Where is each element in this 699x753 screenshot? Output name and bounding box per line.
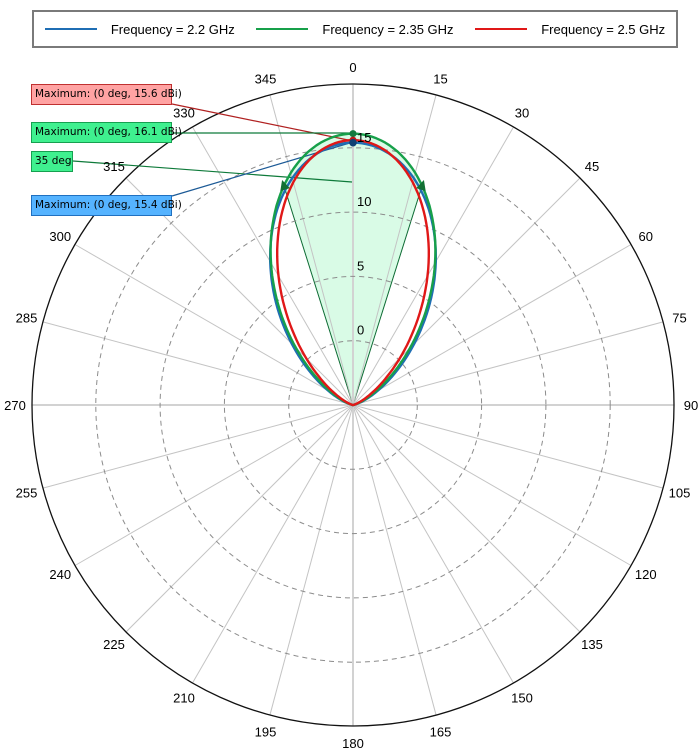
angle-label-120: 120: [635, 567, 657, 582]
marker-max-2-2ghz: [349, 138, 357, 147]
angle-label-75: 75: [672, 311, 686, 326]
legend-item-2-5ghz[interactable]: Frequency = 2.5 GHz: [475, 22, 665, 37]
legend-swatch-blue: [44, 28, 97, 30]
ring-5: [223, 275, 483, 535]
angle-label-60: 60: [638, 229, 652, 244]
marker-max-2-35ghz: [349, 130, 357, 138]
annotation-beamwidth[interactable]: 35 deg: [31, 151, 73, 172]
spoke-165: [352, 404, 437, 716]
angle-label-330: 330: [173, 105, 195, 120]
spoke-60: [352, 244, 632, 406]
legend-label: Frequency = 2.2 GHz: [110, 21, 235, 37]
spoke-210: [192, 404, 354, 684]
spoke-285: [42, 321, 354, 406]
angle-label-195: 195: [255, 724, 277, 739]
angle-label-45: 45: [585, 159, 599, 174]
ring-10: [159, 211, 547, 599]
spoke-150: [352, 404, 514, 684]
angle-label-30: 30: [515, 105, 529, 120]
angle-label-180: 180: [342, 736, 364, 751]
angle-label-255: 255: [16, 485, 38, 500]
radial-label-5: 5: [357, 258, 364, 273]
angle-label-105: 105: [669, 485, 691, 500]
angle-label-345: 345: [255, 72, 277, 87]
spoke-135: [352, 404, 581, 633]
outer-ring: [31, 83, 675, 727]
ring-15: [95, 147, 611, 663]
legend-item-2-35ghz[interactable]: Frequency = 2.35 GHz: [256, 21, 454, 37]
spoke-240: [74, 404, 354, 566]
radial-label-15: 15: [357, 130, 371, 145]
polar-grid: [31, 83, 675, 727]
spoke-330: [192, 126, 354, 406]
spoke-255: [42, 404, 354, 489]
angle-label-240: 240: [49, 567, 71, 582]
angle-label-210: 210: [173, 691, 195, 706]
spoke-15: [352, 94, 437, 406]
spoke-75: [352, 321, 664, 406]
markers: [280, 130, 426, 192]
angle-label-150: 150: [511, 691, 533, 706]
angle-label-300: 300: [49, 229, 71, 244]
spoke-45: [352, 177, 581, 406]
angle-label-270: 270: [4, 398, 26, 413]
legend-label: Frequency = 2.35 GHz: [322, 21, 454, 37]
spoke-195: [269, 404, 354, 716]
legend-swatch-red: [475, 28, 528, 30]
legend-swatch-green: [256, 28, 309, 30]
angle-label-90: 90: [684, 398, 698, 413]
angle-label-285: 285: [16, 311, 38, 326]
spoke-120: [352, 404, 632, 566]
angle-label-15: 15: [433, 72, 447, 87]
spoke-105: [352, 404, 664, 489]
leader-line-2: [72, 160, 353, 183]
spoke-30: [352, 126, 514, 406]
annotation-leader-lines: [72, 103, 354, 197]
annotation-max-2-5ghz[interactable]: Maximum: (0 deg, 15.6 dBi): [31, 84, 182, 105]
chart-legend: Frequency = 2.2 GHz Frequency = 2.35 GHz…: [32, 10, 678, 48]
legend-label: Frequency = 2.5 GHz: [541, 21, 666, 37]
marker-beamwidth-right: [416, 180, 426, 192]
marker-beamwidth-left: [280, 180, 290, 192]
annotation-max-2-35ghz[interactable]: Maximum: (0 deg, 16.1 dBi): [31, 122, 182, 143]
spoke-345: [269, 94, 354, 406]
angle-label-135: 135: [581, 637, 603, 652]
legend-item-2-2ghz[interactable]: Frequency = 2.2 GHz: [44, 21, 235, 37]
angle-label-165: 165: [430, 724, 452, 739]
leader-line-0: [171, 103, 354, 142]
angle-label-0: 0: [349, 60, 356, 75]
angle-label-225: 225: [103, 637, 125, 652]
radial-label-0: 0: [357, 323, 364, 338]
ring-0: [288, 340, 418, 470]
spoke-225: [125, 404, 354, 633]
annotation-max-2-2ghz[interactable]: Maximum: (0 deg, 15.4 dBi): [31, 195, 182, 216]
radial-label-10: 10: [357, 194, 371, 209]
spoke-300: [74, 244, 354, 406]
angle-label-315: 315: [103, 159, 125, 174]
axis-labels: 0153045607590105120135150165180195210225…: [4, 60, 698, 751]
